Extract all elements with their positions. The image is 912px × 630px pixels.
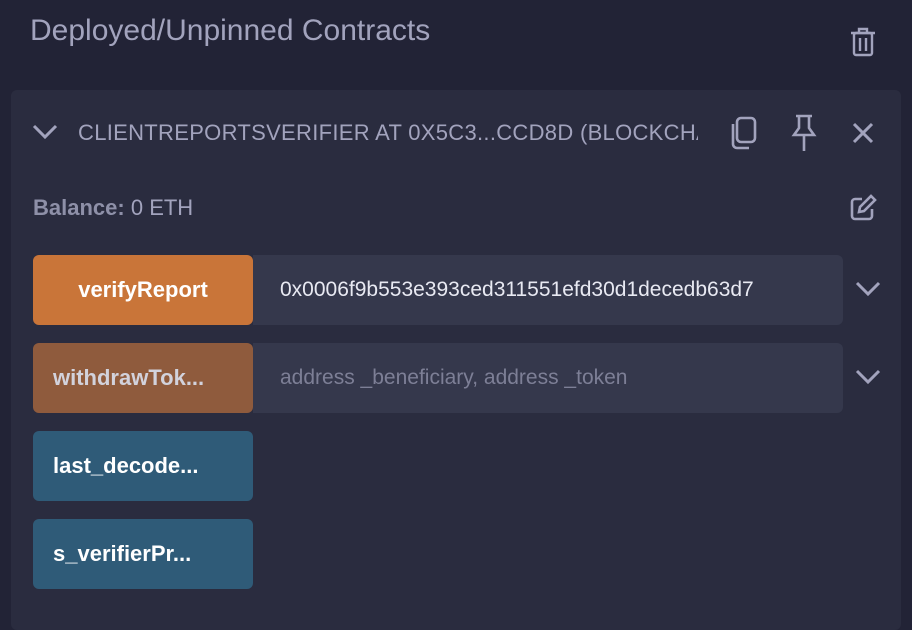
copy-icon[interactable] bbox=[727, 115, 759, 151]
chevron-down-icon[interactable] bbox=[855, 281, 881, 297]
instance-label[interactable]: CLIENTREPORTSVERIFIER AT 0X5C3...CCD8D (… bbox=[78, 120, 698, 145]
balance-label: Balance: bbox=[33, 195, 125, 220]
balance-value: 0 ETH bbox=[130, 195, 194, 220]
withdraw-token-input[interactable]: address _beneficiary, address _token bbox=[253, 343, 843, 413]
balance: Balance: 0 ETH bbox=[33, 195, 193, 221]
verify-report-button[interactable]: verifyReport bbox=[33, 255, 253, 325]
s-verifier-proxy-button[interactable]: s_verifierPr... bbox=[33, 519, 253, 589]
withdraw-token-button[interactable]: withdrawTok... bbox=[33, 343, 253, 413]
chevron-down-icon[interactable] bbox=[32, 124, 58, 140]
trash-icon[interactable] bbox=[848, 26, 878, 58]
verify-report-input[interactable]: 0x0006f9b553e393ced311551efd30d1decedb63… bbox=[253, 255, 843, 325]
panel-title: Deployed/Unpinned Contracts bbox=[30, 14, 431, 47]
chevron-down-icon[interactable] bbox=[855, 369, 881, 385]
last-decoded-button[interactable]: last_decode... bbox=[33, 431, 253, 501]
pin-icon[interactable] bbox=[789, 113, 819, 153]
edit-icon[interactable] bbox=[849, 194, 877, 222]
close-icon[interactable] bbox=[851, 121, 875, 145]
